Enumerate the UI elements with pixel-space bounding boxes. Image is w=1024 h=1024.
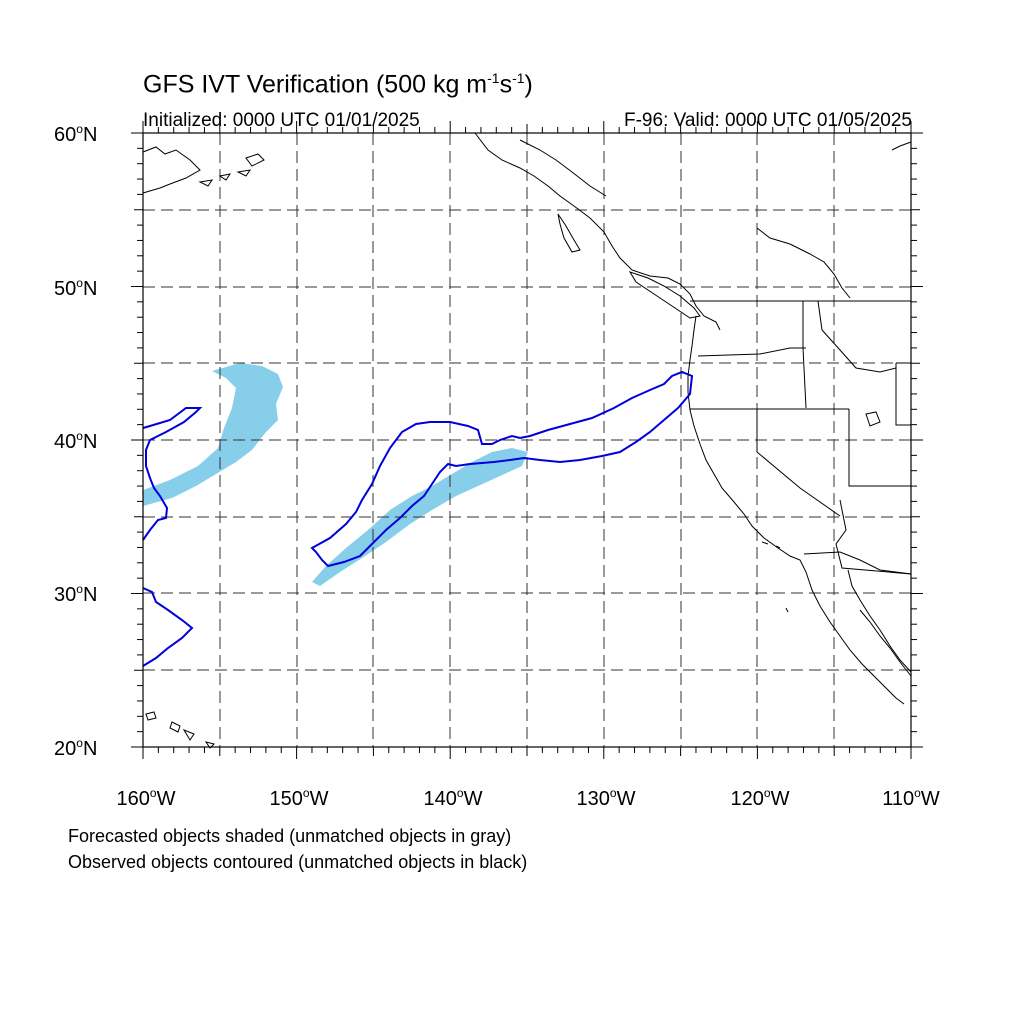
vancouver-island <box>628 271 701 319</box>
degree-symbol: o <box>76 429 83 443</box>
alaska-panhandle <box>519 139 607 197</box>
forecast-objects <box>143 363 528 586</box>
alaska-islands <box>198 153 265 187</box>
nevada-border <box>756 409 841 517</box>
observed-objects <box>142 370 694 667</box>
lon-suffix: W <box>156 788 176 810</box>
coastlines <box>142 132 912 749</box>
lon-label-130w: 130oW <box>577 786 636 811</box>
lat-suffix: N <box>82 584 98 606</box>
lon-suffix: W <box>616 788 636 810</box>
lat-suffix: N <box>82 431 98 453</box>
lat-suffix: N <box>82 124 98 146</box>
baja-california <box>805 569 912 705</box>
us-west-coast <box>687 315 807 573</box>
degree-symbol: o <box>76 582 83 596</box>
lon-value: 160 <box>116 788 150 810</box>
lat-value: 40 <box>54 431 77 453</box>
observed-object-west-south <box>142 587 194 667</box>
degree-symbol: o <box>76 736 83 750</box>
initialized-time: Initialized: 0000 UTC 01/01/2025 <box>143 110 420 131</box>
gridlines <box>143 133 911 747</box>
lon-suffix: W <box>463 788 483 810</box>
lon-label-150w: 150oW <box>270 786 329 811</box>
title-unit-s: s <box>499 70 513 99</box>
title-close-paren: ) <box>524 70 533 99</box>
lon-value: 130 <box>576 788 610 810</box>
oregon-washington-border <box>697 347 806 357</box>
degree-symbol: o <box>149 786 157 800</box>
lat-label-20n: 20oN <box>54 736 106 761</box>
lon-label-120w: 120oW <box>731 786 790 811</box>
valid-time: F-96: Valid: 0000 UTC 01/05/2025 <box>624 110 912 131</box>
channel-islands <box>761 541 789 613</box>
lat-label-50n: 50oN <box>54 276 106 301</box>
lat-label-40n: 40oN <box>54 429 106 454</box>
alaska-coast <box>142 146 201 194</box>
lat-value: 60 <box>54 124 77 146</box>
degree-symbol: o <box>302 786 310 800</box>
arizona-border <box>835 499 912 575</box>
observed-legend-note: Observed objects contoured (unmatched ob… <box>68 852 528 872</box>
observed-object-central <box>310 370 694 568</box>
forecast-legend-note: Forecasted objects shaded (unmatched obj… <box>68 826 512 846</box>
axis-ticks <box>131 121 923 759</box>
hawaii-islands <box>145 711 215 749</box>
bc-coast <box>474 132 721 331</box>
lon-value: 150 <box>269 788 303 810</box>
title-exponent-1: -1 <box>487 70 500 86</box>
lon-suffix: W <box>309 788 329 810</box>
lon-suffix: W <box>770 788 790 810</box>
canada-inland <box>756 227 851 299</box>
mexico-mainland-coast <box>859 609 912 677</box>
lat-value: 50 <box>54 278 77 300</box>
degree-symbol: o <box>763 786 771 800</box>
lon-label-110w: 110oW <box>882 786 939 811</box>
lon-value: 120 <box>730 788 764 810</box>
lon-suffix: W <box>920 788 940 810</box>
degree-symbol: o <box>914 786 921 800</box>
observed-object-west-north <box>142 407 203 541</box>
great-salt-lake <box>865 411 881 427</box>
degree-symbol: o <box>609 786 617 800</box>
utah-border <box>848 409 911 487</box>
title-exponent-2: -1 <box>512 70 525 86</box>
haida-gwaii <box>557 213 581 253</box>
lon-value: 140 <box>423 788 457 810</box>
map-title: GFS IVT Verification (500 kg m-1s-1) <box>143 70 533 99</box>
lat-value: 20 <box>54 738 77 760</box>
wyoming-border <box>895 362 911 426</box>
idaho-border <box>802 301 807 409</box>
lat-label-30n: 30oN <box>54 582 106 607</box>
degree-symbol: o <box>76 276 83 290</box>
lat-suffix: N <box>82 738 98 760</box>
degree-symbol: o <box>76 122 83 136</box>
lon-label-140w: 140oW <box>424 786 483 811</box>
lon-value: 110 <box>882 788 915 810</box>
forecast-object-west <box>143 363 283 506</box>
lat-value: 30 <box>54 584 77 606</box>
us-mexico-border <box>803 551 912 575</box>
montana-idaho-border <box>817 300 897 373</box>
lat-suffix: N <box>82 278 98 300</box>
ne-corner-coast <box>891 141 912 151</box>
degree-symbol: o <box>456 786 464 800</box>
title-text: GFS IVT Verification (500 kg m <box>143 70 488 99</box>
lat-label-60n: 60oN <box>54 122 106 147</box>
lon-label-160w: 160oW <box>117 786 176 811</box>
